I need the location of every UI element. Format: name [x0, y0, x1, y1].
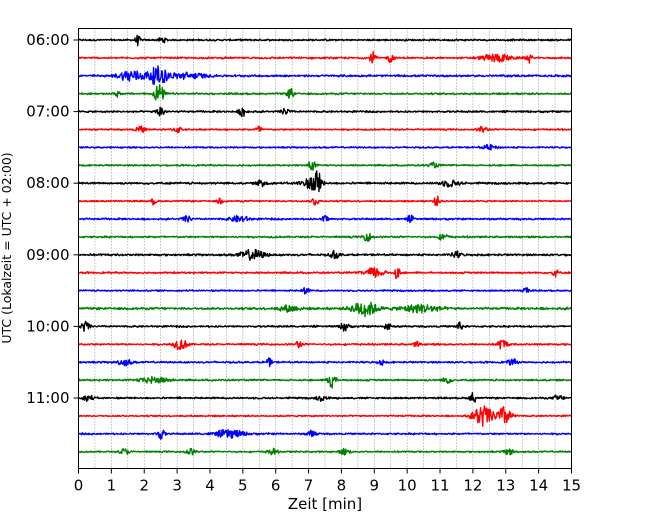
trace-line: [77, 34, 573, 47]
trace-line: [77, 106, 573, 118]
x-tick-label: 4: [205, 477, 215, 495]
trace-line: [77, 286, 572, 295]
trace-line: [78, 392, 572, 403]
x-axis-ticks: 0 1 2 3 4 5 6 7 8 9 10 11 12 13 14 15: [74, 468, 581, 495]
y-tick-label: 09:00: [26, 246, 69, 264]
trace-line: [77, 320, 572, 332]
trace-line: [77, 170, 572, 193]
trace-line: [77, 195, 572, 207]
vertical-gridlines: [94, 28, 556, 469]
trace-line: [78, 248, 572, 261]
trace-line: [78, 232, 572, 242]
x-tick-label: 0: [74, 477, 84, 495]
trace-line: [78, 405, 572, 427]
x-tick-label: 14: [529, 477, 548, 495]
y-tick-label: 07:00: [26, 103, 69, 121]
trace-line: [78, 339, 572, 351]
trace-line: [78, 125, 572, 134]
trace-line: [77, 375, 573, 389]
trace-line: [78, 301, 572, 318]
trace-line: [78, 267, 572, 280]
trace-line: [78, 447, 572, 456]
seismic-traces: [77, 34, 573, 456]
x-tick-label: 10: [398, 477, 417, 495]
x-tick-label: 13: [496, 477, 515, 495]
y-tick-label: 10:00: [26, 317, 69, 335]
trace-line: [77, 84, 572, 101]
x-tick-label: 3: [172, 477, 182, 495]
x-tick-label: 9: [370, 477, 380, 495]
x-tick-label: 5: [238, 477, 248, 495]
y-tick-label: 06:00: [26, 31, 69, 49]
x-tick-label: 15: [562, 477, 581, 495]
y-axis-label: UTC (Lokalzeit = UTC + 02:00): [0, 152, 14, 343]
trace-line: [78, 428, 573, 440]
x-tick-label: 12: [463, 477, 482, 495]
x-tick-label: 6: [271, 477, 281, 495]
trace-line: [77, 65, 573, 86]
trace-line: [78, 143, 572, 151]
trace-line: [78, 214, 572, 224]
x-tick-label: 2: [139, 477, 149, 495]
y-tick-label: 08:00: [26, 174, 69, 192]
trace-line: [78, 357, 573, 368]
x-tick-label: 11: [430, 477, 449, 495]
x-tick-label: 1: [107, 477, 117, 495]
y-axis-ticks: 06:00 07:00 08:00 09:00 10:00 11:00: [26, 31, 79, 407]
x-axis-label: Zeit [min]: [288, 495, 362, 513]
x-tick-label: 8: [337, 477, 347, 495]
x-tick-label: 7: [304, 477, 314, 495]
trace-line: [77, 161, 572, 171]
trace-line: [77, 50, 572, 64]
plot-frame: [78, 28, 572, 469]
y-tick-label: 11:00: [26, 389, 69, 407]
